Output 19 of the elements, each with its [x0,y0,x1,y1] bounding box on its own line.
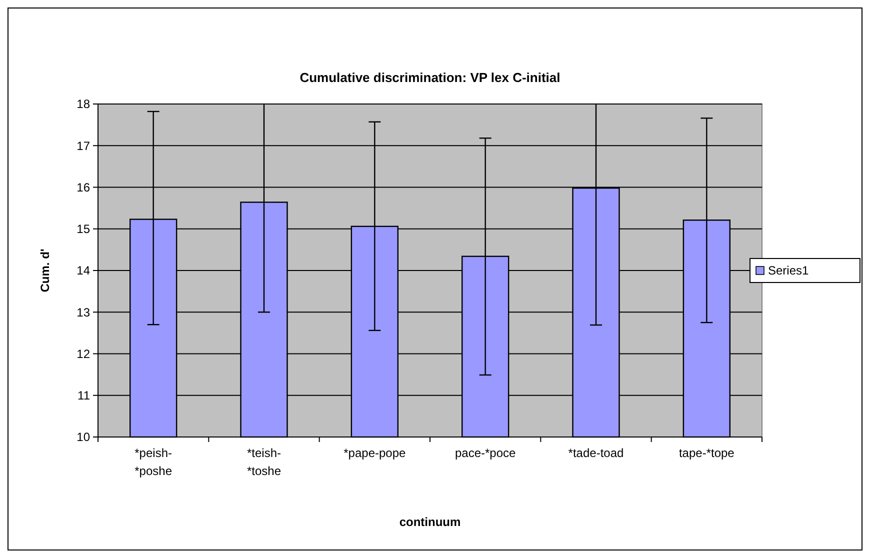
y-axis-title: Cum. d' [38,248,52,292]
x-tick-label: pace-*poce [454,446,516,460]
y-tick-label: 14 [76,264,90,278]
x-tick-label: *pape-pope [344,446,406,460]
y-tick-label: 12 [76,346,90,361]
y-tick-label: 16 [76,180,90,194]
x-axis-title: continuum [399,515,461,529]
x-tick-label: tape-*tope [678,446,735,460]
y-tick-label: 18 [76,97,90,112]
legend-label: Series1 [768,264,810,278]
x-tick-label: *teish-*toshe [246,446,282,478]
y-tick-label: 15 [76,222,90,236]
y-tick-label: 11 [78,388,90,403]
x-tick-label: *tade-toad [568,446,624,460]
x-tick-label: *peish-*poshe [134,446,172,478]
chart-title: Cumulative discrimination: VP lex C-initial [300,70,560,85]
y-tick-label: 13 [76,305,90,320]
y-tick-label: 10 [76,430,90,444]
y-tick-label: 17 [76,138,90,153]
